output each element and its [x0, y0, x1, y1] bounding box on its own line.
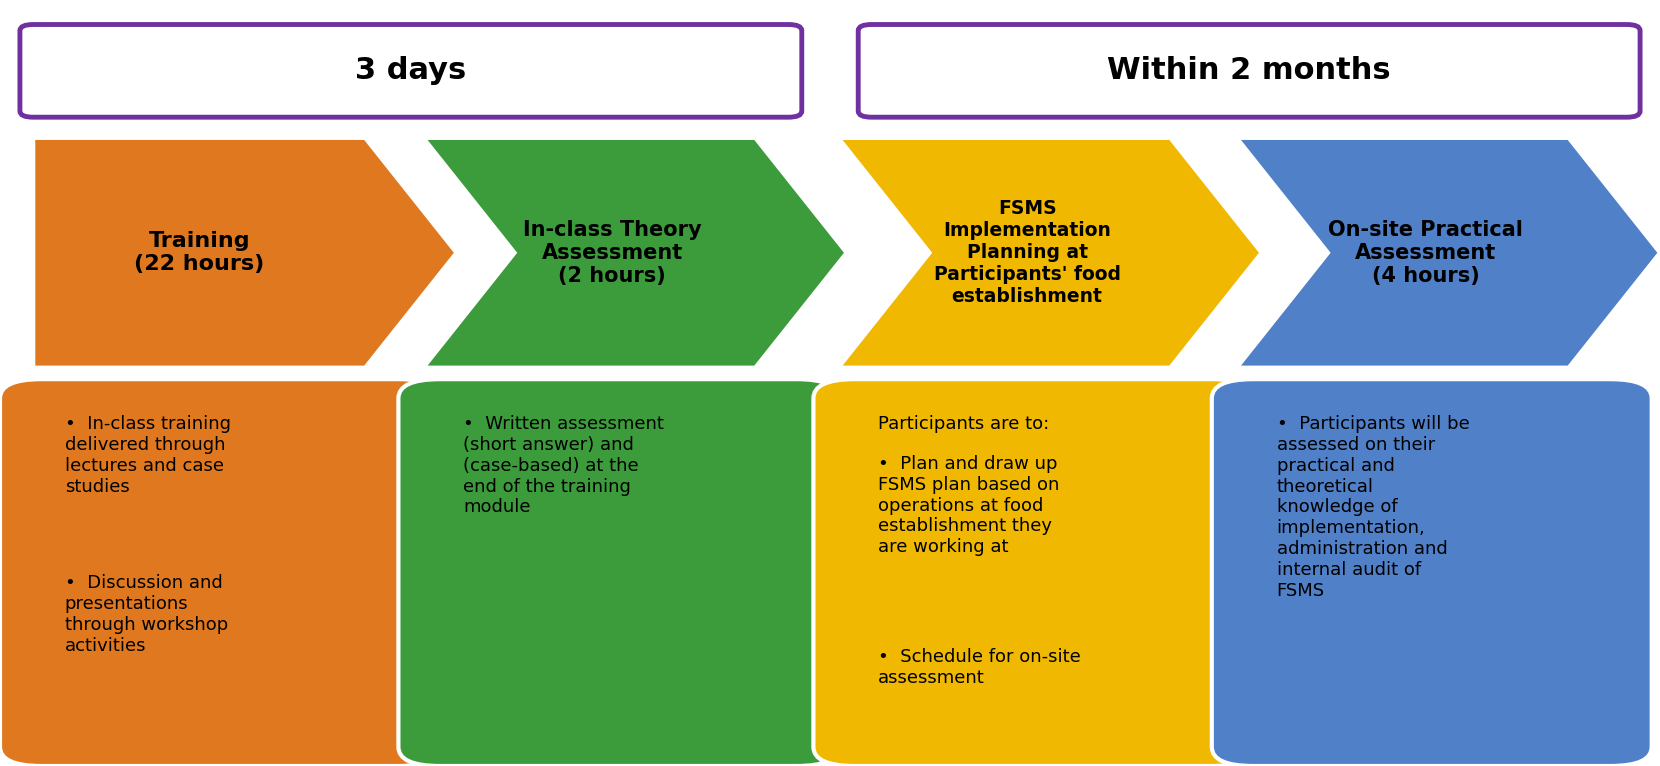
Text: Participants are to:: Participants are to: [878, 415, 1049, 433]
Text: FSMS
Implementation
Planning at
Participants' food
establishment: FSMS Implementation Planning at Particip… [933, 199, 1120, 306]
FancyBboxPatch shape [813, 379, 1253, 766]
Text: •  In-class training
delivered through
lectures and case
studies: • In-class training delivered through le… [65, 415, 231, 496]
FancyBboxPatch shape [1212, 379, 1652, 766]
Polygon shape [423, 138, 847, 368]
FancyBboxPatch shape [0, 379, 440, 766]
Text: 3 days: 3 days [355, 57, 466, 85]
Text: •  Written assessment
(short answer) and
(case-based) at the
end of the training: • Written assessment (short answer) and … [463, 415, 664, 516]
Text: In-class Theory
Assessment
(2 hours): In-class Theory Assessment (2 hours) [523, 220, 702, 286]
Text: •  Plan and draw up
FSMS plan based on
operations at food
establishment they
are: • Plan and draw up FSMS plan based on op… [878, 455, 1059, 556]
Polygon shape [838, 138, 1262, 368]
Polygon shape [1237, 138, 1660, 368]
Text: •  Participants will be
assessed on their
practical and
theoretical
knowledge of: • Participants will be assessed on their… [1277, 415, 1469, 600]
Text: Training
(22 hours): Training (22 hours) [134, 231, 264, 274]
Polygon shape [33, 138, 456, 368]
FancyBboxPatch shape [858, 25, 1640, 117]
Text: On-site Practical
Assessment
(4 hours): On-site Practical Assessment (4 hours) [1328, 220, 1522, 286]
Text: •  Discussion and
presentations
through workshop
activities: • Discussion and presentations through w… [65, 574, 227, 655]
FancyBboxPatch shape [20, 25, 802, 117]
FancyBboxPatch shape [398, 379, 838, 766]
Text: •  Schedule for on-site
assessment: • Schedule for on-site assessment [878, 648, 1081, 687]
Text: Within 2 months: Within 2 months [1107, 57, 1391, 85]
